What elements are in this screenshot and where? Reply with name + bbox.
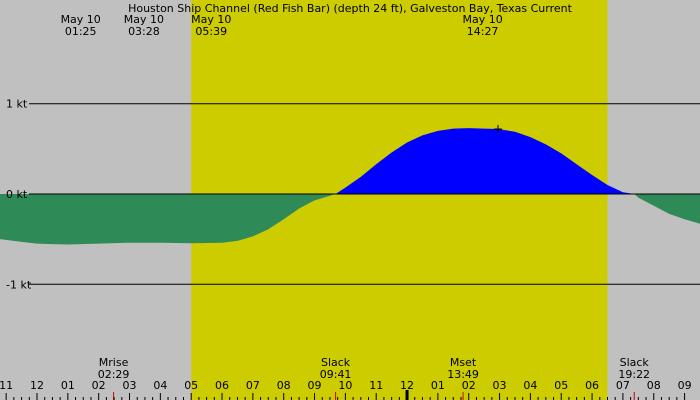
x-tick-label: 11 [0,379,13,392]
x-tick-label: 01 [61,379,75,392]
max-current-marker [494,125,503,134]
event-name-label: Mrise [99,356,129,369]
x-tick-label: 03 [123,379,137,392]
chart-title: Houston Ship Channel (Red Fish Bar) (dep… [128,2,573,15]
event-time-label: 13:49 [447,368,479,381]
x-tick-label: 08 [647,379,661,392]
x-tick-label: 04 [523,379,537,392]
y-tick-labels: 1 kt 0 kt -1 kt [6,98,32,292]
event-time-label: 19:22 [618,368,650,381]
y-gridlines [29,103,700,285]
x-tick-label: 01 [431,379,445,392]
x-tick-label: 12 [400,379,414,392]
x-tick-label: 06 [585,379,599,392]
event-date-label: May 10 [61,13,101,26]
event-date-label: May 10 [191,13,231,26]
x-tick-label: 05 [184,379,198,392]
ebb-area [0,194,336,245]
event-time-label: 14:27 [467,25,499,38]
y-tick-label: 0 kt [6,188,28,201]
x-tick-label: 12 [30,379,44,392]
ebb-area [634,194,700,224]
event-time-label: 05:39 [195,25,227,38]
x-tick-label: 07 [616,379,630,392]
x-tick-label: 03 [493,379,507,392]
event-time-label: 03:28 [128,25,160,38]
y-tick-label: 1 kt [6,98,28,111]
y-tick-label: -1 kt [6,278,32,291]
x-tick-label: 09 [308,379,322,392]
event-date-label: May 10 [462,13,502,26]
x-tick-label: 11 [369,379,383,392]
event-name-label: Mset [450,356,477,369]
event-time-label: 02:29 [98,368,130,381]
flood-area [335,128,635,194]
x-tick-label: 02 [462,379,476,392]
current-series [0,128,700,245]
event-name-label: Slack [321,356,351,369]
event-time-label: 01:25 [65,25,97,38]
x-tick-label: 10 [338,379,352,392]
x-tick-label: 07 [246,379,260,392]
event-time-label: 09:41 [320,368,352,381]
x-tick-label: 09 [678,379,692,392]
x-tick-label: 05 [554,379,568,392]
x-axis: 11 12 01 02 03 04 05 06 07 08 09 10 11 12 01 02 03 04 05 06… [0,379,692,400]
x-tick-label: 06 [215,379,229,392]
x-tick-label: 08 [277,379,291,392]
event-date-label: May 10 [124,13,164,26]
x-tick-label: 04 [153,379,167,392]
x-tick-label: 02 [92,379,106,392]
event-name-label: Slack [620,356,650,369]
